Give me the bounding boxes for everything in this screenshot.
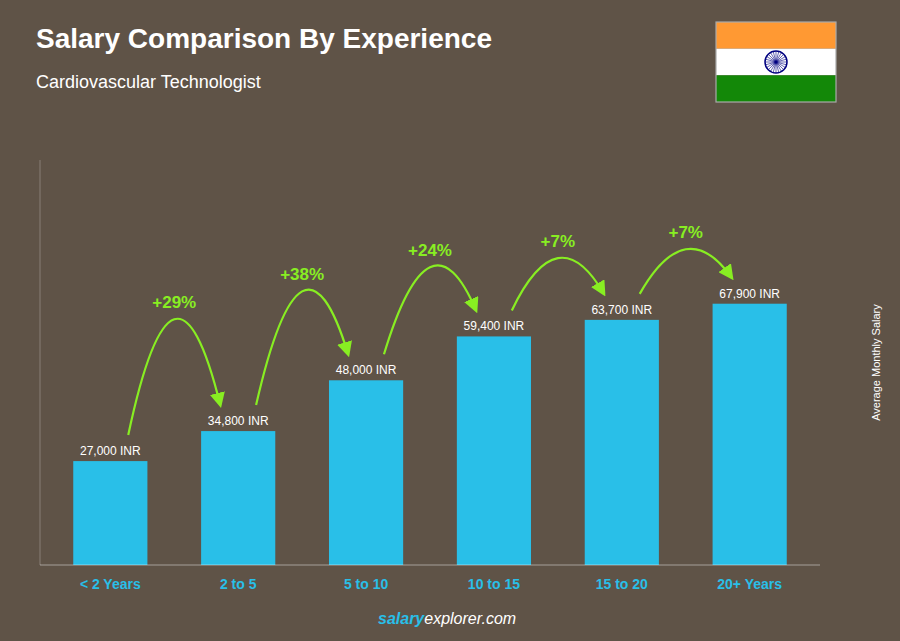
flag-stripe <box>716 49 836 76</box>
x-tick-label: 20+ Years <box>717 576 782 592</box>
bar <box>329 380 403 565</box>
x-tick-label: < 2 Years <box>80 576 141 592</box>
change-arrow <box>512 258 604 311</box>
title: Salary Comparison By Experience <box>36 23 492 54</box>
flag-stripe <box>716 75 836 102</box>
y-axis-line <box>40 160 41 565</box>
flag-spoke <box>766 62 776 68</box>
y-axis-label: Average Monthly Salary <box>870 304 882 421</box>
data-label: 48,000 INR <box>336 363 397 377</box>
flag-spoke <box>765 62 776 65</box>
x-tick-label: 15 to 20 <box>596 576 648 592</box>
watermark-part: explorer.com <box>424 610 516 627</box>
flag-spoke <box>776 59 787 62</box>
flag <box>716 22 836 102</box>
chart-container: Salary Comparison By Experience Cardiovas… <box>0 0 900 641</box>
flag-spoke <box>776 62 782 72</box>
x-tick-label: 2 to 5 <box>220 576 257 592</box>
background <box>0 0 900 641</box>
change-label: +7% <box>668 223 703 242</box>
change-arrow <box>384 265 476 354</box>
data-label: 34,800 INR <box>208 414 269 428</box>
data-label: 59,400 INR <box>464 319 525 333</box>
change-label: +38% <box>280 265 324 284</box>
flag-border <box>716 22 836 102</box>
flag-spoke <box>771 52 777 62</box>
flag-chakra <box>765 51 787 73</box>
flag-spoke <box>776 62 779 73</box>
change-label: +24% <box>408 241 452 260</box>
data-label: 63,700 INR <box>591 303 652 317</box>
bar <box>585 320 659 565</box>
bar <box>73 461 147 565</box>
flag-spoke <box>773 51 776 62</box>
change-arrow <box>128 319 220 435</box>
watermark: salaryexplorer.com <box>378 610 516 627</box>
bar <box>713 304 787 565</box>
watermark-part: salary <box>378 610 425 627</box>
change-label: +7% <box>541 232 576 251</box>
x-axis-line <box>40 565 820 566</box>
subtitle: Cardiovascular Technologist <box>36 72 261 92</box>
data-label: 67,900 INR <box>719 287 780 301</box>
bar <box>201 431 275 565</box>
chart: Salary Comparison By Experience Cardiovas… <box>0 0 900 641</box>
change-label: +29% <box>152 293 196 312</box>
change-arrow <box>256 290 348 406</box>
change-arrow <box>640 249 732 294</box>
bar <box>457 336 531 565</box>
bars <box>73 304 787 565</box>
data-label: 27,000 INR <box>80 444 141 458</box>
flag-stripe <box>716 22 836 49</box>
flag-chakra-hub <box>774 60 777 63</box>
flag-spoke <box>776 57 786 63</box>
x-tick-label: 10 to 15 <box>468 576 520 592</box>
x-tick-label: 5 to 10 <box>344 576 389 592</box>
